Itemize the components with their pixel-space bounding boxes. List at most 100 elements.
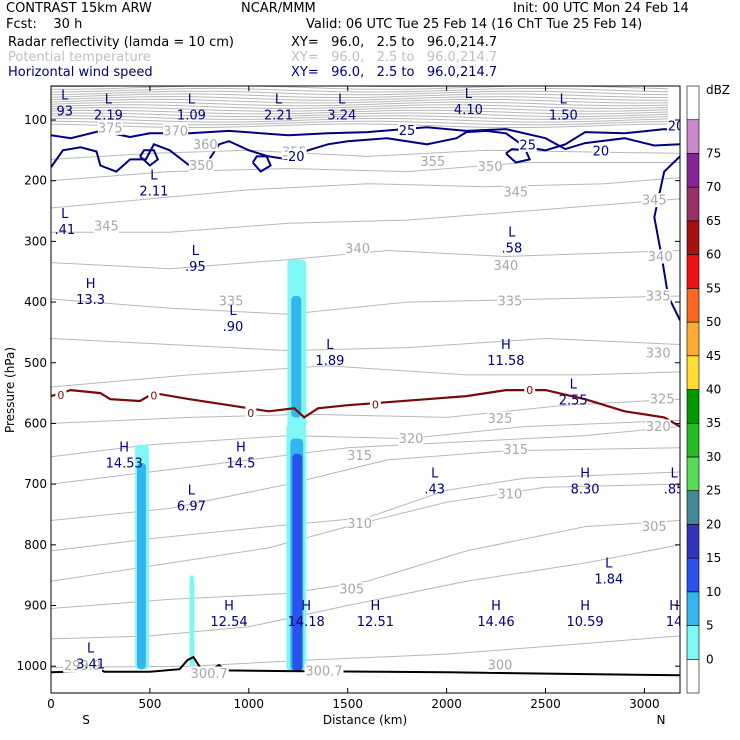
y-tick-label: 500 <box>24 356 47 370</box>
label-halo <box>645 419 671 434</box>
wind-speed-label: 20 <box>288 150 305 165</box>
label-halo <box>641 193 667 208</box>
y-axis-label: Pressure (hPa) <box>3 347 17 433</box>
extremum-marker: H <box>580 599 590 614</box>
theta-contour <box>51 72 668 76</box>
theta-label: 310 <box>347 517 372 532</box>
label-halo <box>493 258 519 273</box>
zero-contour-label: 0 <box>247 407 254 420</box>
label-halo <box>497 293 523 308</box>
theta-contour <box>51 120 669 126</box>
extremum-marker: H <box>236 441 246 456</box>
x-tick-label: 1000 <box>234 697 265 711</box>
label-layer: 3703753603553553503503453453453403403403… <box>54 87 683 682</box>
colorbar-unit: dBZ <box>706 83 730 97</box>
wind-speed-label: 20 <box>593 144 610 159</box>
label-halo <box>347 448 373 463</box>
extremum-value: 1.50 <box>549 109 578 124</box>
extremum-marker: L <box>570 377 578 392</box>
center-label: NCAR/MMM <box>241 1 316 16</box>
theta-label: 335 <box>646 290 671 305</box>
theta-contour <box>51 78 668 82</box>
theta-label: 310 <box>497 487 522 502</box>
colorbar-tick-label: 45 <box>706 349 721 363</box>
colorbar-swatch <box>686 389 700 424</box>
extremum-value: 13.3 <box>76 293 105 308</box>
label-halo <box>591 143 610 158</box>
y-tick-label: 700 <box>24 477 47 491</box>
theta-contour <box>51 117 669 123</box>
colorbar-tick-label: 30 <box>706 450 721 464</box>
theta-label: 335 <box>497 294 522 309</box>
extremum-marker: H <box>491 599 501 614</box>
label-halo <box>647 249 673 264</box>
label-halo <box>477 159 503 174</box>
y-tick-label: 900 <box>24 599 47 613</box>
colorbar-tick-label: 40 <box>706 383 721 397</box>
extremum-marker: L <box>465 87 473 102</box>
extremum-marker: L <box>605 556 613 571</box>
label-halo <box>345 241 371 256</box>
field-3-xy: XY= 96.0, 2.5 to 96.0,214.7 <box>291 65 498 80</box>
wind-speed-contour <box>251 155 272 173</box>
colorbar-tick-label: 75 <box>706 146 721 160</box>
model-title: CONTRAST 15km ARW <box>6 1 152 16</box>
x-tick-label: 0 <box>47 697 55 711</box>
colorbar-swatch <box>686 456 700 491</box>
theta-label: 320 <box>399 432 424 447</box>
field-2-xy: XY= 96.0, 2.5 to 96.0,214.7 <box>291 50 498 65</box>
label-halo <box>369 397 381 411</box>
extremum-value: 14 <box>666 615 683 630</box>
label-halo <box>645 346 671 360</box>
extremum-value: .95 <box>185 260 206 275</box>
theta-contour <box>51 96 669 101</box>
label-halo <box>148 387 160 402</box>
colorbar-swatch <box>686 220 700 255</box>
extremum-value: 10.59 <box>566 615 603 630</box>
extremum-marker: H <box>501 338 511 353</box>
extremum-marker: H <box>224 599 234 614</box>
extremum-value: 2.21 <box>264 109 293 124</box>
colorbar-swatch <box>686 591 700 626</box>
colorbar-swatch <box>686 557 700 593</box>
theta-contour <box>51 115 669 120</box>
label-halo <box>503 185 529 200</box>
theta-label: 340 <box>648 250 673 265</box>
colorbar-tick-label: 15 <box>706 551 721 565</box>
y-tick-label: 200 <box>24 174 47 188</box>
extremum-marker: L <box>105 93 113 108</box>
theta-contour <box>51 87 669 93</box>
extremum-marker: L <box>188 93 196 108</box>
colorbar: 0 5 10 15 20 25 30 35 40 45 50 55 60 65 70 75 <box>686 85 721 694</box>
theta-label: 345 <box>642 194 667 209</box>
extremum-marker: L <box>229 304 237 319</box>
colorbar-swatch <box>686 85 700 121</box>
x-tick-label: 500 <box>138 697 161 711</box>
theta-contour <box>51 295 680 315</box>
colorbar-tick-label: 60 <box>706 248 721 262</box>
extremum-value: 14.18 <box>288 615 325 630</box>
label-halo <box>503 442 529 457</box>
theta-label: 340 <box>493 259 518 274</box>
theta-label: 345 <box>503 186 528 201</box>
theta-label: 300 <box>488 659 513 674</box>
extremum-marker: L <box>61 207 69 222</box>
colorbar-tick-label: 65 <box>706 214 721 228</box>
label-halo <box>218 293 244 308</box>
colorbar-swatch <box>686 658 700 694</box>
x-tick-label: 3000 <box>629 697 660 711</box>
wind-speed-contour <box>505 148 532 164</box>
label-halo <box>641 519 667 534</box>
contour-layer <box>51 72 680 677</box>
extremum-value: 4.10 <box>454 103 483 118</box>
wind-speed-label: 25 <box>519 138 536 153</box>
label-halo <box>188 158 214 173</box>
colorbar-tick-label: 70 <box>706 180 721 194</box>
theta-label: 360 <box>193 138 218 153</box>
label-halo <box>189 666 229 681</box>
label-halo <box>63 658 103 673</box>
colorbar-swatch <box>686 119 700 154</box>
theta-contour <box>51 123 669 129</box>
theta-contour <box>51 93 669 98</box>
